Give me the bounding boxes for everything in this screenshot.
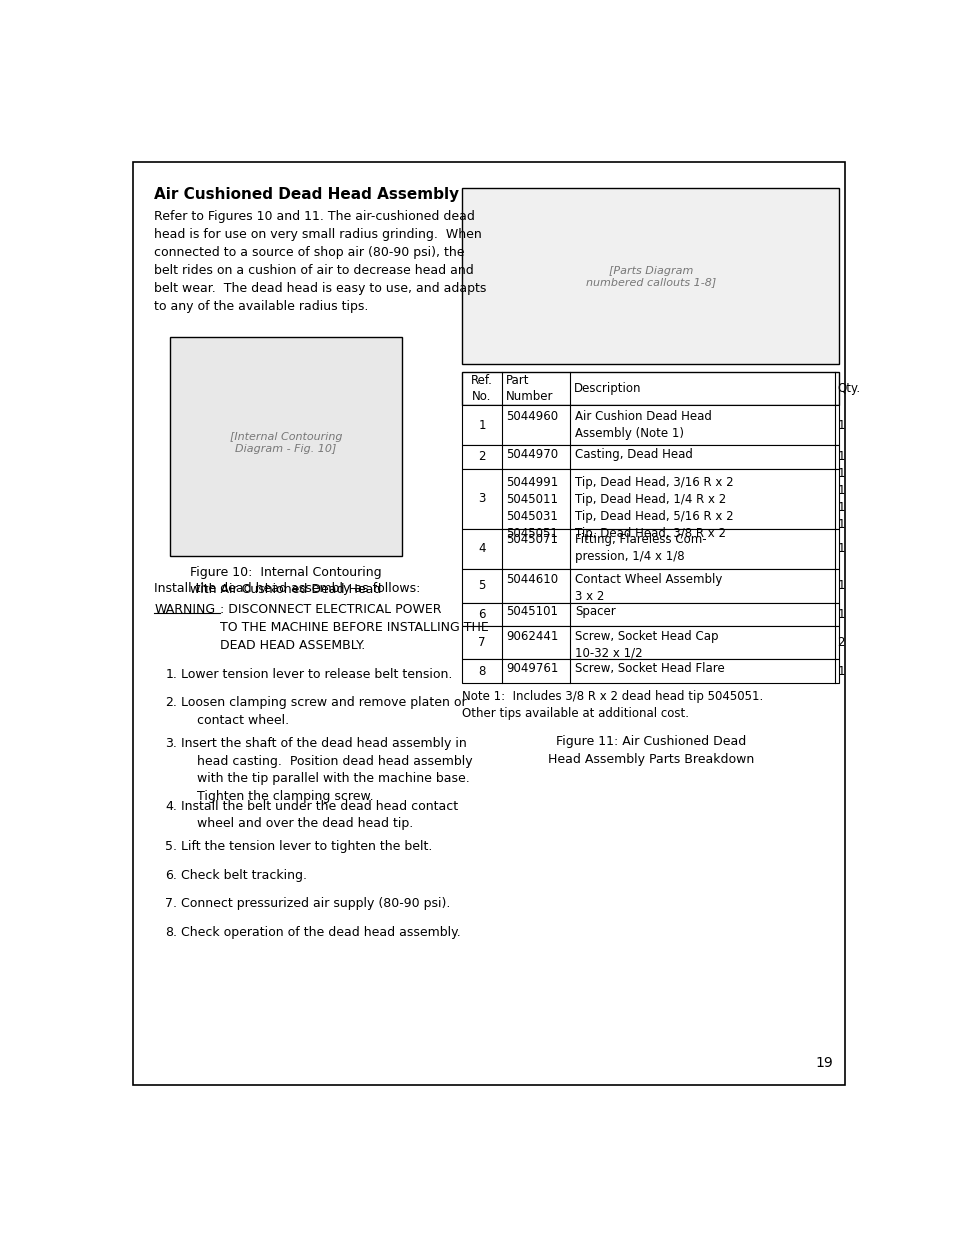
Text: Lift the tension lever to tighten the belt.: Lift the tension lever to tighten the be… — [181, 841, 432, 853]
Text: 1: 1 — [837, 579, 844, 592]
Text: Install the belt under the dead head contact
    wheel and over the dead head ti: Install the belt under the dead head con… — [181, 799, 457, 830]
Bar — [170, 337, 402, 556]
Text: Loosen clamping screw and remove platen or
    contact wheel.: Loosen clamping screw and remove platen … — [181, 697, 466, 727]
Text: Fitting, Flareless Com-
pression, 1/4 x 1/8: Fitting, Flareless Com- pression, 1/4 x … — [575, 534, 706, 563]
Text: 1: 1 — [837, 608, 844, 620]
Text: Casting, Dead Head: Casting, Dead Head — [575, 448, 692, 461]
Text: 5.: 5. — [165, 841, 177, 853]
Text: 9062441: 9062441 — [505, 630, 558, 642]
Text: 5045071: 5045071 — [505, 534, 558, 546]
Text: Tip, Dead Head, 3/16 R x 2
Tip, Dead Head, 1/4 R x 2
Tip, Dead Head, 5/16 R x 2
: Tip, Dead Head, 3/16 R x 2 Tip, Dead Hea… — [575, 475, 733, 540]
Text: 3.: 3. — [165, 737, 177, 750]
Text: Insert the shaft of the dead head assembly in
    head casting.  Position dead h: Insert the shaft of the dead head assemb… — [181, 737, 473, 803]
Text: WARNING: WARNING — [154, 603, 215, 616]
Text: 1
1
1
1: 1 1 1 1 — [837, 467, 844, 531]
Text: Description: Description — [574, 382, 641, 395]
Bar — [461, 372, 839, 405]
Text: 6.: 6. — [165, 869, 177, 882]
Text: 5045101: 5045101 — [505, 605, 558, 619]
Text: Connect pressurized air supply (80-90 psi).: Connect pressurized air supply (80-90 ps… — [181, 898, 450, 910]
Text: 4.: 4. — [165, 799, 177, 813]
Text: Screw, Socket Head Flare: Screw, Socket Head Flare — [575, 662, 724, 676]
Text: 19: 19 — [815, 1056, 833, 1070]
Text: 9049761: 9049761 — [505, 662, 558, 676]
Bar — [461, 188, 839, 364]
Bar — [461, 529, 839, 568]
Text: 2: 2 — [837, 636, 844, 650]
Text: 5044970: 5044970 — [505, 448, 558, 461]
Text: Ref.
No.: Ref. No. — [471, 374, 493, 403]
Text: Air Cushion Dead Head
Assembly (Note 1): Air Cushion Dead Head Assembly (Note 1) — [575, 410, 711, 440]
Text: Contact Wheel Assembly
3 x 2: Contact Wheel Assembly 3 x 2 — [575, 573, 721, 603]
Text: 2.: 2. — [165, 697, 177, 709]
Text: : DISCONNECT ELECTRICAL POWER
TO THE MACHINE BEFORE INSTALLING THE
DEAD HEAD ASS: : DISCONNECT ELECTRICAL POWER TO THE MAC… — [220, 603, 488, 652]
Text: [Parts Diagram
numbered callouts 1-8]: [Parts Diagram numbered callouts 1-8] — [585, 266, 716, 288]
Text: 1: 1 — [477, 419, 485, 432]
Text: 4: 4 — [477, 542, 485, 555]
Text: 1: 1 — [837, 451, 844, 463]
Text: [Internal Contouring
Diagram - Fig. 10]: [Internal Contouring Diagram - Fig. 10] — [230, 432, 342, 454]
Text: Figure 11: Air Cushioned Dead
Head Assembly Parts Breakdown: Figure 11: Air Cushioned Dead Head Assem… — [547, 735, 753, 766]
Text: Spacer: Spacer — [575, 605, 615, 619]
Text: Refer to Figures 10 and 11. The air-cushioned dead
head is for use on very small: Refer to Figures 10 and 11. The air-cush… — [154, 210, 486, 312]
Text: Qty.: Qty. — [837, 382, 860, 395]
Text: 1: 1 — [837, 542, 844, 555]
Text: 7: 7 — [477, 636, 485, 650]
Text: Air Cushioned Dead Head Assembly: Air Cushioned Dead Head Assembly — [154, 186, 458, 201]
Bar — [461, 568, 839, 603]
Text: Install the dead head assembly as follows:: Install the dead head assembly as follow… — [154, 582, 420, 595]
Bar — [461, 626, 839, 659]
Text: Figure 10:  Internal Contouring
with Air Cushioned Dead Head: Figure 10: Internal Contouring with Air … — [190, 567, 381, 597]
Text: 1: 1 — [837, 664, 844, 678]
Text: 8.: 8. — [165, 926, 177, 939]
Bar — [461, 468, 839, 529]
Text: 7.: 7. — [165, 898, 177, 910]
Bar — [461, 603, 839, 626]
Text: 5044991
5045011
5045031
5045051: 5044991 5045011 5045031 5045051 — [505, 475, 558, 540]
Bar — [461, 446, 839, 468]
Text: 1.: 1. — [165, 668, 177, 680]
Text: 8: 8 — [477, 664, 485, 678]
Text: 1: 1 — [837, 419, 844, 432]
Text: 6: 6 — [477, 608, 485, 620]
Bar — [461, 659, 839, 683]
Text: 2: 2 — [477, 451, 485, 463]
Text: 5044960: 5044960 — [505, 410, 558, 424]
Text: Lower tension lever to release belt tension.: Lower tension lever to release belt tens… — [181, 668, 452, 680]
Text: Check operation of the dead head assembly.: Check operation of the dead head assembl… — [181, 926, 460, 939]
Text: Check belt tracking.: Check belt tracking. — [181, 869, 307, 882]
Text: 5: 5 — [477, 579, 485, 592]
Text: Note 1:  Includes 3/8 R x 2 dead head tip 5045051.
Other tips available at addit: Note 1: Includes 3/8 R x 2 dead head tip… — [461, 690, 762, 720]
Bar — [461, 405, 839, 446]
Text: Screw, Socket Head Cap
10-32 x 1/2: Screw, Socket Head Cap 10-32 x 1/2 — [575, 630, 718, 659]
Text: 3: 3 — [477, 492, 485, 505]
Text: Part
Number: Part Number — [505, 374, 553, 403]
Text: 5044610: 5044610 — [505, 573, 558, 585]
